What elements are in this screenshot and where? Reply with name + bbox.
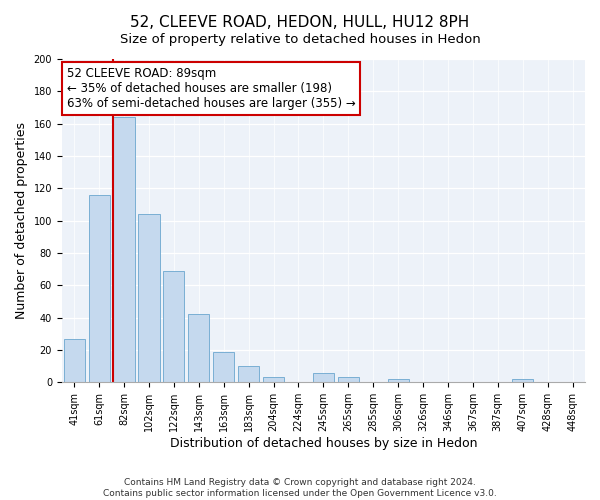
X-axis label: Distribution of detached houses by size in Hedon: Distribution of detached houses by size … bbox=[170, 437, 477, 450]
Bar bbox=[338, 378, 359, 382]
Bar bbox=[512, 379, 533, 382]
Bar bbox=[188, 314, 209, 382]
Bar bbox=[238, 366, 259, 382]
Text: 52, CLEEVE ROAD, HEDON, HULL, HU12 8PH: 52, CLEEVE ROAD, HEDON, HULL, HU12 8PH bbox=[130, 15, 470, 30]
Bar bbox=[163, 271, 184, 382]
Bar bbox=[313, 372, 334, 382]
Y-axis label: Number of detached properties: Number of detached properties bbox=[15, 122, 28, 319]
Bar bbox=[213, 352, 235, 382]
Bar bbox=[388, 379, 409, 382]
Bar bbox=[89, 195, 110, 382]
Text: Size of property relative to detached houses in Hedon: Size of property relative to detached ho… bbox=[119, 32, 481, 46]
Bar bbox=[139, 214, 160, 382]
Text: Contains HM Land Registry data © Crown copyright and database right 2024.
Contai: Contains HM Land Registry data © Crown c… bbox=[103, 478, 497, 498]
Bar bbox=[64, 338, 85, 382]
Bar bbox=[113, 117, 134, 382]
Text: 52 CLEEVE ROAD: 89sqm
← 35% of detached houses are smaller (198)
63% of semi-det: 52 CLEEVE ROAD: 89sqm ← 35% of detached … bbox=[67, 67, 356, 110]
Bar bbox=[263, 378, 284, 382]
